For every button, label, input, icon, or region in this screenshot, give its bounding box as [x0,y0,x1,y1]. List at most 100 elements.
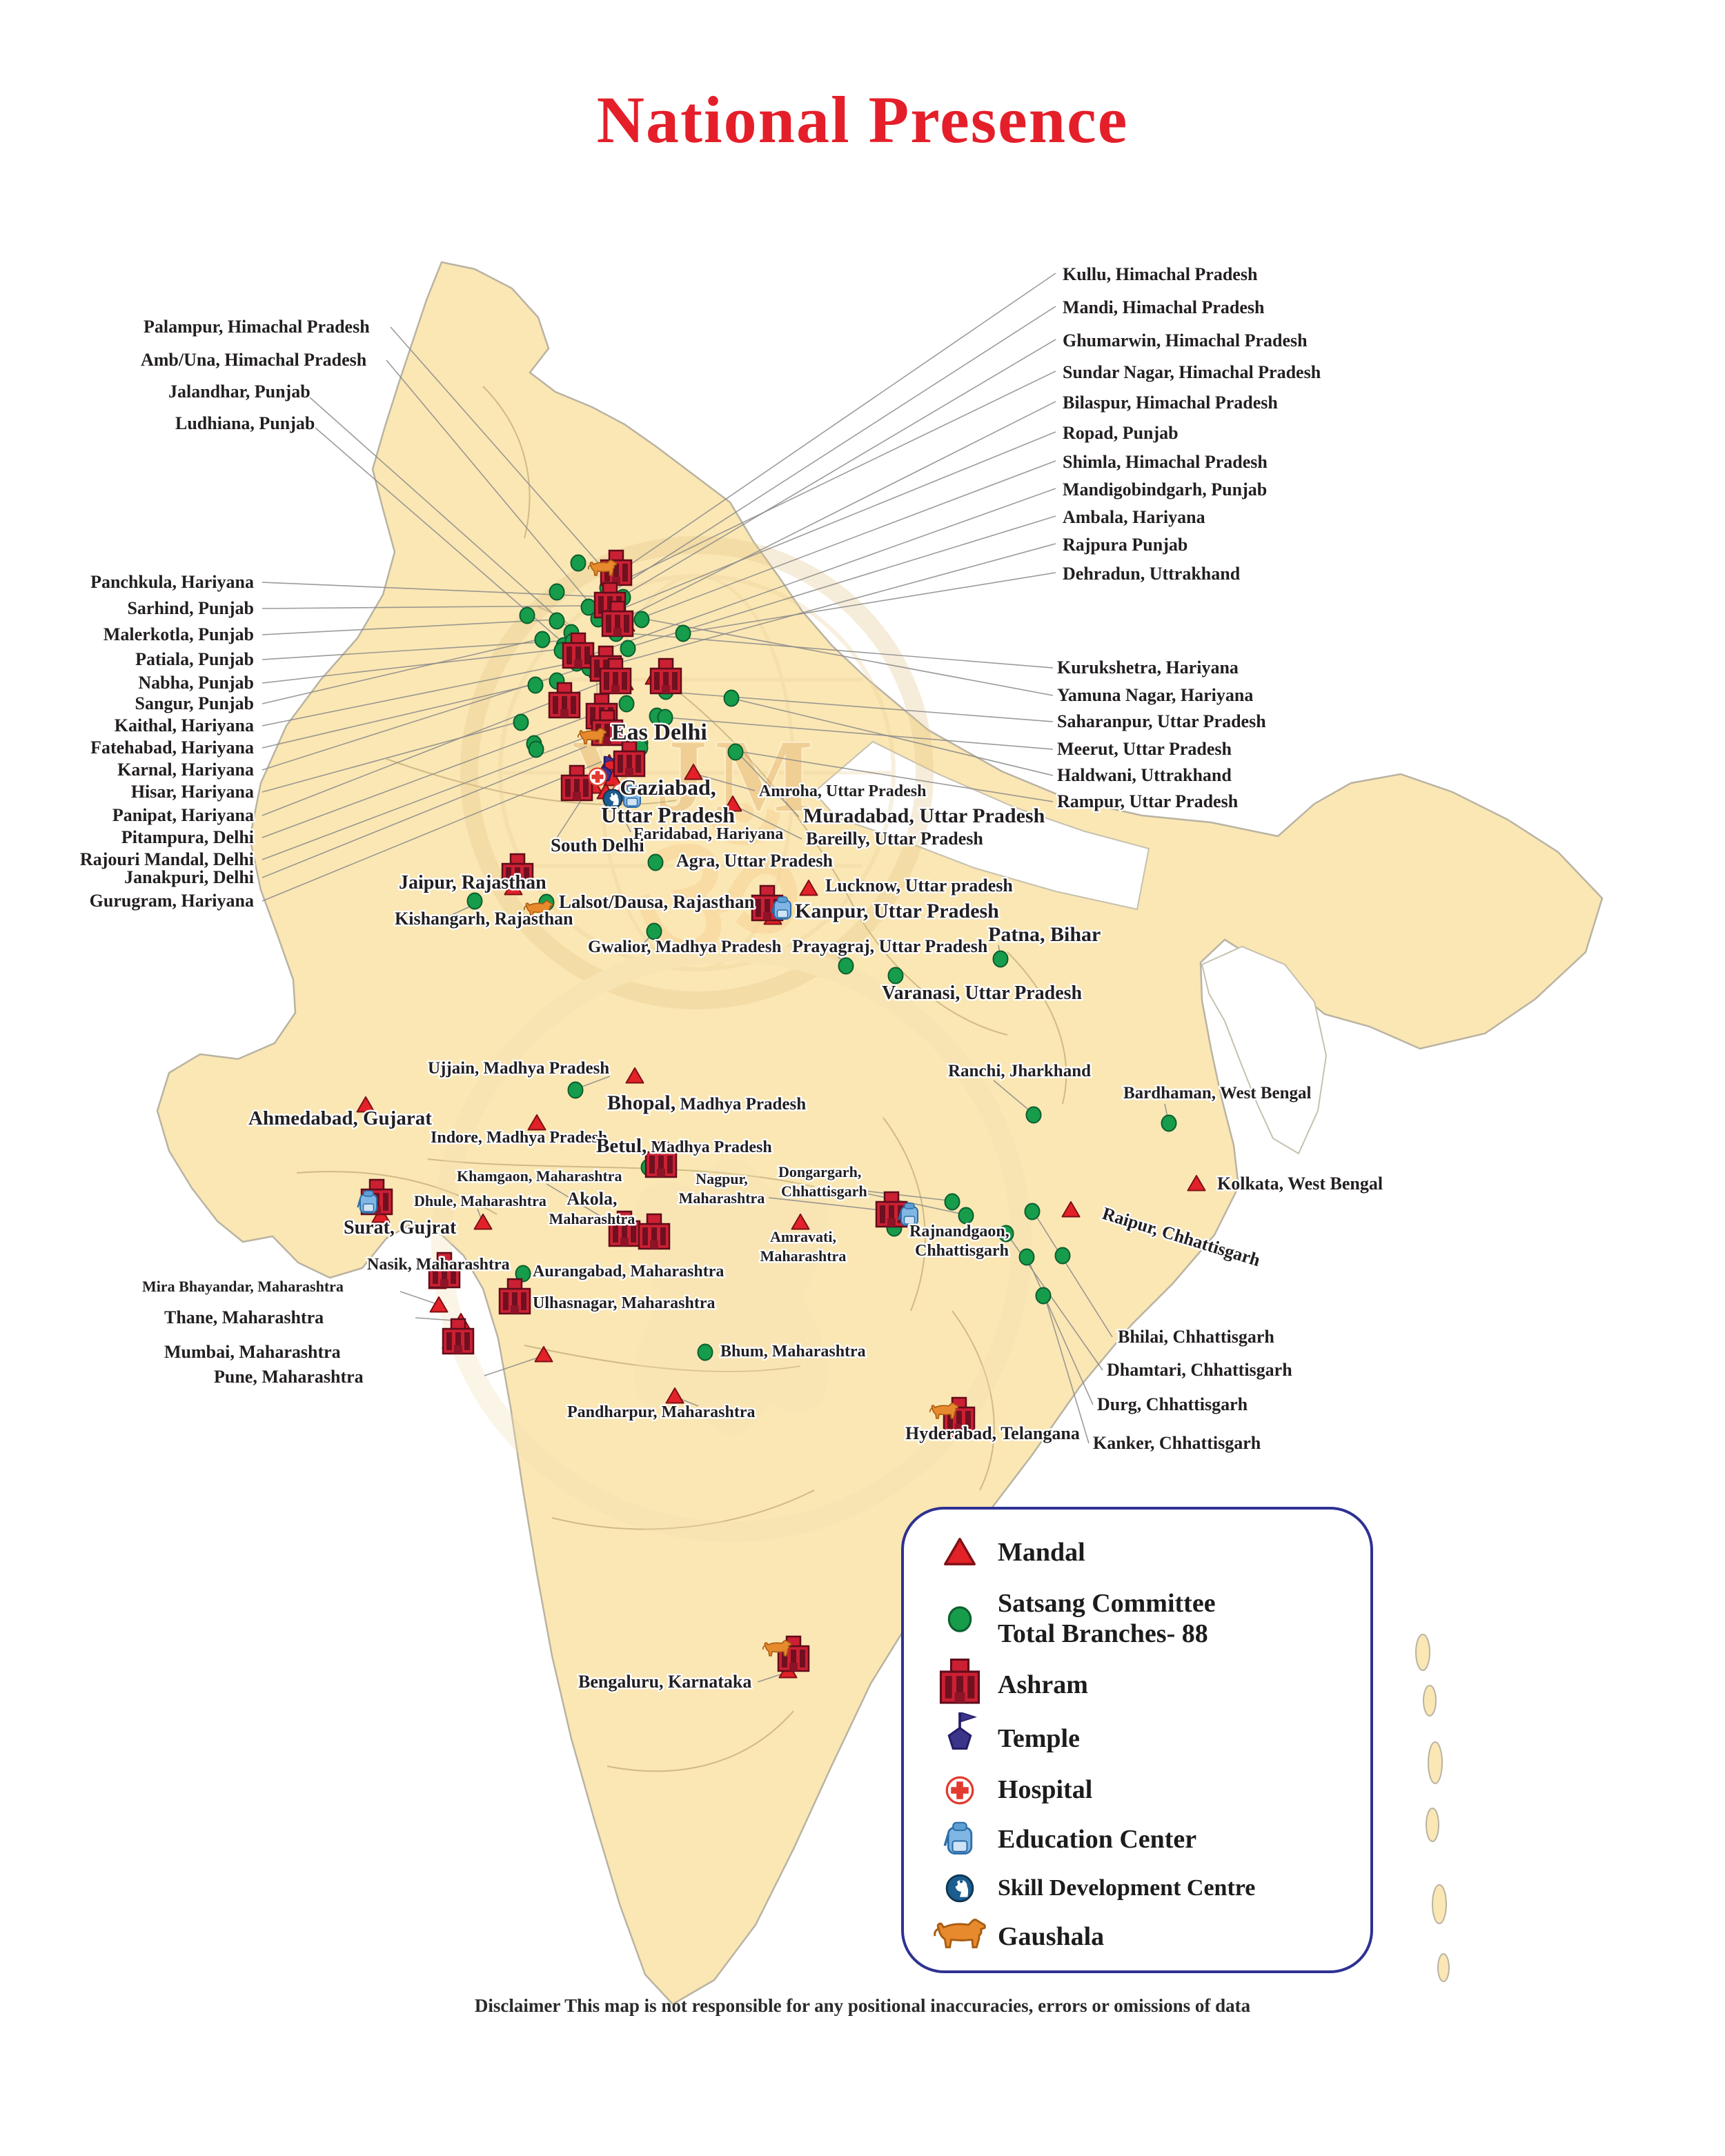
map-label: Ropad, Punjab [1063,423,1179,443]
leader-line [262,761,602,902]
leader-line [1034,1214,1113,1338]
satsang-circle-icon [466,892,483,910]
map-label: Maharashtra [679,1189,765,1207]
map-label: Panchkula, Hariyana [90,572,254,592]
satsang-circle-icon [647,853,664,871]
leader-line [386,359,591,605]
leader-lines [262,273,1169,1683]
map-label: Ujjain, Madhya Pradesh [428,1059,609,1078]
ashram-building-icon [498,1278,531,1315]
satsang-circle-icon [723,689,740,707]
map-label: Muradabad, Uttar Pradesh [803,804,1045,827]
leader-line [262,619,557,635]
leader-line [738,751,1054,802]
map-label: Surat, Gujrat [344,1217,457,1238]
satsang-circle-icon [1161,1114,1177,1132]
map-label: Agra, Uttar Pradesh [676,851,834,871]
map-label: South Delhi [551,835,644,856]
map-label: Meerut, Uttar Pradesh [1057,739,1232,759]
satsang-circle-icon [998,1225,1014,1243]
satsang-circle-icon [567,1081,584,1099]
legend-item-label: Hospital [998,1775,1093,1805]
gaushala-cow-icon [578,728,607,744]
map-label: Saharanpur, Uttar Pradesh [1057,711,1266,731]
satsang-circle-icon [992,950,1009,968]
satsang-circle-icon [528,740,544,758]
gaushala-cow-icon [922,1910,998,1964]
ashram-building-icon [644,1141,678,1178]
map-label: Akola, [567,1189,618,1209]
page-title: National Presence [596,83,1129,157]
leader-line [310,423,565,644]
leader-line [863,1190,949,1201]
legend-item-label: Mandal [998,1538,1085,1567]
map-label: Lalsot/Dausa, Rajasthan [559,891,755,912]
hospital-icon [922,1763,998,1817]
map-label: Kanker, Chhattisgarh [1093,1433,1261,1453]
map-label: Kolkata, West Bengal [1217,1174,1383,1194]
leader-line [262,605,588,609]
leader-line [390,326,605,571]
ashram-building-icon [548,682,581,719]
map-label: Jalandhar, Punjab [168,382,310,402]
map-label: Lucknow, Uttar pradesh [825,876,1013,896]
ashram-building-icon [608,1210,641,1247]
map-label: Pitampura, Delhi [121,827,254,847]
disclaimer-text: Disclaimer This map is not responsible f… [474,1995,1251,2016]
ashram-building-icon [613,740,646,778]
leader-line [262,684,535,749]
leader-line [262,713,597,838]
leader-line [684,572,1056,633]
leader-line [738,753,800,818]
map-label: Bhilai, Chhattisgarh [1118,1327,1274,1347]
legend-item-label: Satsang Committee [998,1589,1216,1619]
map-label: Kishangarh, Rajasthan [395,909,573,929]
map-label: Eas Delhi [611,720,707,745]
map-label: Mandigobindgarh, Punjab [1063,479,1267,500]
map-label: Yamuna Nagar, Hariyana [1057,685,1253,705]
legend-item-satsang-committee: Satsang Committee Total Branches- 88 [922,1580,1357,1659]
leader-line [1045,1298,1090,1444]
satsang-circle-icon [646,922,662,940]
satsang-circle-icon [922,1592,998,1646]
map-label: Gwalior, Madhya Pradesh [588,938,781,956]
map-label: Chhattisgarh [915,1242,1009,1260]
mandal-triangle-icon [534,1346,553,1363]
satsang-circle-icon [633,611,650,629]
map-label: Sundar Nagar, Himachal Pradesh [1063,362,1321,382]
map-label: Uttar Pradesh [601,802,735,827]
mandal-triangle-icon [723,795,742,812]
satsang-circle-icon [1018,1248,1035,1266]
map-label: Patiala, Punjab [135,649,254,669]
map-label: Bengaluru, Karnataka [578,1672,751,1692]
map-label: Khamgaon, Maharashtra [457,1167,622,1185]
ashram-building-icon [428,1252,461,1289]
map-label: Maharashtra [760,1247,847,1265]
leader-line [644,618,1054,696]
map-label: Mira Bhayandar, Maharashtra [142,1278,344,1295]
map-label: Bhum, Maharashtra [720,1343,866,1361]
map-label: Ghumarwin, Himachal Pradesh [1063,330,1308,350]
map-label: Malerkotla, Punjab [103,624,254,644]
satsang-circle-icon [515,1265,531,1283]
leader-line [611,339,1056,603]
leader-line [607,543,1056,666]
map-label: Nasik, Maharashtra [367,1256,510,1274]
leader-line [768,1197,887,1211]
map-label: Kanpur, Uttar Pradesh [795,900,999,922]
satsang-circle-icon [697,1343,713,1361]
legend-item-label: Education Center [998,1825,1197,1855]
leader-line [1027,1259,1094,1405]
legend-box: Mandal Satsang Committee Total Branches- … [901,1507,1373,1973]
map-label: Patna, Bihar [988,923,1101,946]
skill-development-icon [922,1861,998,1915]
mandal-triangle-icon [791,1214,810,1230]
satsang-circle-icon [657,709,673,726]
ashram-building-icon [501,853,534,890]
map-label: Pune, Maharashtra [214,1367,364,1387]
education-center-icon [357,1190,377,1214]
map-label: Varanasi, Uttar Pradesh [882,982,1083,1004]
satsang-circle-icon [527,676,544,694]
legend-item-label: Temple [998,1724,1080,1754]
